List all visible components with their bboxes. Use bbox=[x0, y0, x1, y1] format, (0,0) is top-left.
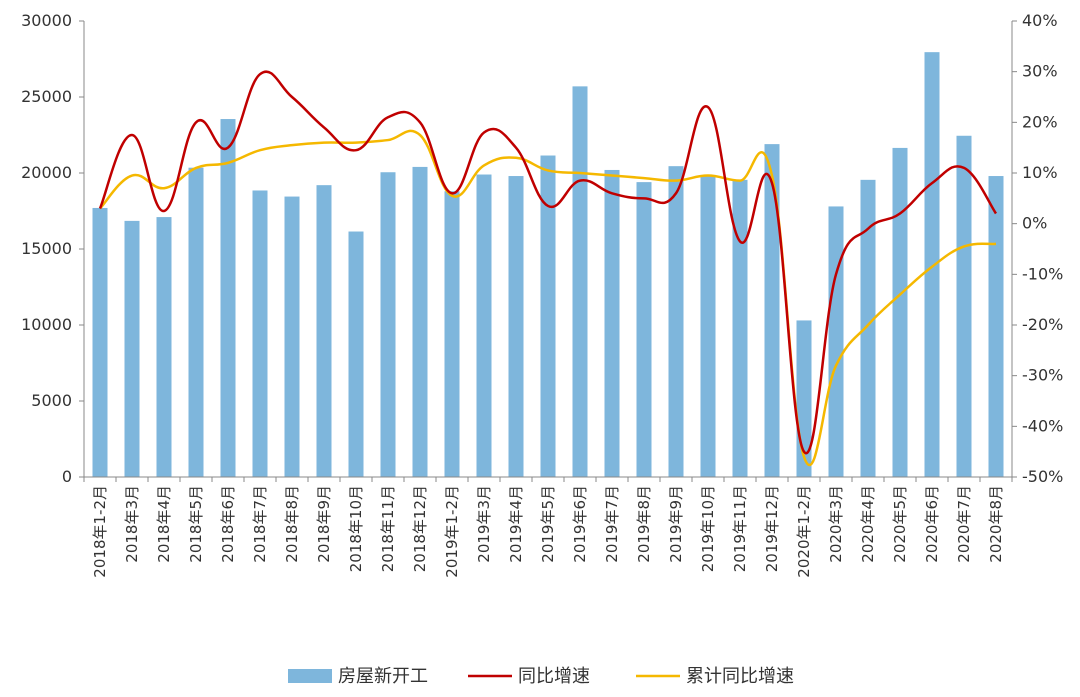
bar bbox=[540, 155, 556, 477]
bar bbox=[220, 119, 236, 477]
left-tick-label: 15000 bbox=[21, 239, 72, 258]
bar bbox=[380, 172, 396, 478]
x-tick-label: 2019年4月 bbox=[507, 485, 525, 563]
left-tick-label: 20000 bbox=[21, 163, 72, 182]
legend-label: 累计同比增速 bbox=[686, 666, 794, 687]
x-tick-label: 2018年9月 bbox=[315, 485, 333, 563]
bar bbox=[124, 220, 140, 477]
bar bbox=[156, 217, 172, 477]
x-tick-label: 2020年4月 bbox=[859, 485, 877, 563]
left-tick-label: 0 bbox=[62, 467, 72, 486]
bar bbox=[700, 175, 716, 477]
cumulative-yoy-line bbox=[99, 129, 997, 467]
bar bbox=[732, 179, 748, 477]
legend-swatch-bar bbox=[288, 669, 332, 683]
x-tick-label: 2019年5月 bbox=[539, 485, 557, 563]
x-tick-label: 2020年7月 bbox=[955, 485, 973, 563]
left-tick-label: 10000 bbox=[21, 315, 72, 334]
bar bbox=[988, 176, 1004, 478]
bar bbox=[636, 182, 652, 477]
x-tick-label: 2020年5月 bbox=[891, 485, 909, 563]
bar bbox=[956, 135, 972, 477]
right-tick-label: 0% bbox=[1022, 214, 1047, 233]
right-tick-label: 20% bbox=[1022, 112, 1058, 131]
right-tick-label: 10% bbox=[1022, 163, 1058, 182]
x-tick-label: 2018年7月 bbox=[251, 485, 269, 563]
bar bbox=[860, 179, 876, 477]
bar bbox=[668, 166, 684, 477]
bar bbox=[828, 206, 844, 477]
x-tick-label: 2018年5月 bbox=[187, 485, 205, 563]
x-tick-label: 2018年6月 bbox=[219, 485, 237, 563]
legend-label: 同比增速 bbox=[518, 666, 590, 687]
bar bbox=[284, 196, 300, 477]
legend: 房屋新开工 同比增速 累计同比增速 bbox=[288, 666, 794, 687]
x-tick-label: 2019年6月 bbox=[571, 485, 589, 563]
bar bbox=[252, 190, 268, 478]
right-tick-label: -50% bbox=[1022, 467, 1063, 486]
bar bbox=[316, 185, 332, 477]
bar bbox=[188, 167, 204, 477]
x-tick-label: 2020年3月 bbox=[827, 485, 845, 563]
x-tick-label: 2020年8月 bbox=[987, 485, 1005, 563]
left-tick-label: 30000 bbox=[21, 11, 72, 30]
lines-layer bbox=[98, 70, 998, 467]
x-tick-label: 2018年4月 bbox=[155, 485, 173, 563]
right-tick-label: -40% bbox=[1022, 416, 1063, 435]
bar bbox=[348, 231, 364, 477]
x-tick-label: 2019年10月 bbox=[699, 485, 717, 572]
axes-layer: 0 5000 10000 15000 20000 25000 30000 -50% -40% -3… bbox=[21, 11, 1063, 578]
x-tick-label: 2019年8月 bbox=[635, 485, 653, 563]
left-tick-label: 5000 bbox=[31, 391, 72, 410]
x-tick-label: 2019年3月 bbox=[475, 485, 493, 563]
right-tick-label: -20% bbox=[1022, 315, 1063, 334]
x-tick-label: 2018年11月 bbox=[379, 485, 397, 572]
bar bbox=[604, 169, 620, 477]
bar bbox=[924, 52, 940, 477]
left-tick-label: 25000 bbox=[21, 87, 72, 106]
bar bbox=[508, 176, 524, 478]
x-tick-label: 2018年1-2月 bbox=[91, 485, 109, 578]
x-tick-label: 2019年9月 bbox=[667, 485, 685, 563]
x-tick-label: 2019年11月 bbox=[731, 485, 749, 572]
yoy-growth-line bbox=[98, 70, 998, 455]
legend-label: 房屋新开工 bbox=[338, 666, 428, 687]
x-tick-label: 2019年1-2月 bbox=[443, 485, 461, 578]
bar bbox=[892, 147, 908, 478]
bar bbox=[764, 144, 780, 477]
right-tick-label: 40% bbox=[1022, 11, 1058, 30]
right-tick-label: -30% bbox=[1022, 366, 1063, 385]
bar bbox=[572, 86, 588, 478]
bar bbox=[412, 166, 428, 478]
x-tick-label: 2020年6月 bbox=[923, 485, 941, 563]
x-tick-label: 2018年8月 bbox=[283, 485, 301, 563]
bars-layer bbox=[92, 52, 1004, 478]
bar bbox=[92, 207, 108, 477]
x-tick-label: 2018年10月 bbox=[347, 485, 365, 572]
bar bbox=[476, 174, 492, 477]
x-tick-label: 2019年7月 bbox=[603, 485, 621, 563]
x-tick-label: 2020年1-2月 bbox=[795, 485, 813, 578]
x-tick-label: 2019年12月 bbox=[763, 485, 781, 572]
right-tick-label: 30% bbox=[1022, 62, 1058, 81]
x-tick-label: 2018年12月 bbox=[411, 485, 429, 572]
right-tick-label: -10% bbox=[1022, 264, 1063, 283]
bar bbox=[444, 191, 460, 478]
x-tick-label: 2018年3月 bbox=[123, 485, 141, 563]
